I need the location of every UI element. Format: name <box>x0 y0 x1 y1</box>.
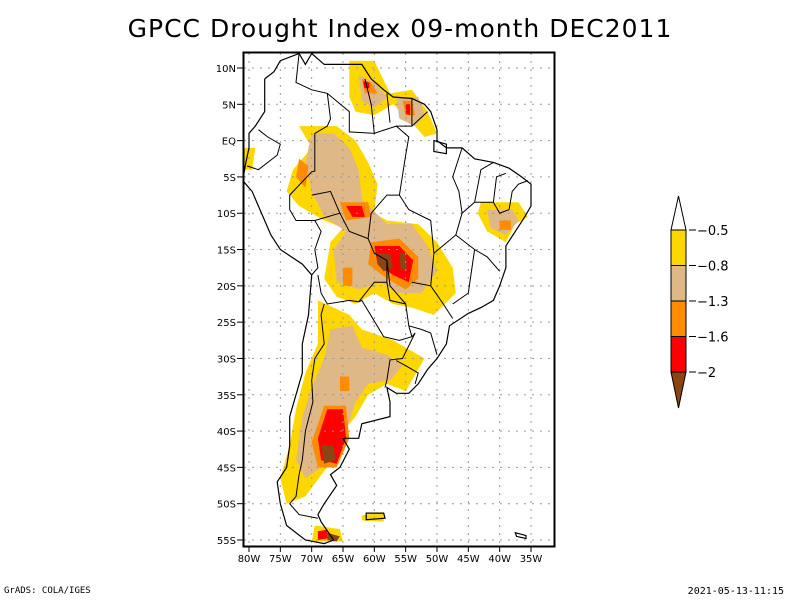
country-border <box>453 148 462 213</box>
lat-tick-label: 15S <box>217 246 236 257</box>
colorbar-label: −1.3 <box>697 295 729 310</box>
lon-tick-label: 80W <box>238 554 261 565</box>
country-border <box>475 162 494 202</box>
colorbar-label: −0.5 <box>697 224 729 239</box>
timestamp: 2021-05-13-11:15 <box>688 586 784 597</box>
lon-tick-label: 35W <box>520 554 543 565</box>
colorbar-label: −2 <box>697 366 716 381</box>
colorbar-legend: −0.5 −0.8 −1.3 −1.6 −2 <box>671 196 729 408</box>
grads-credit: GrADS: COLA/IGES <box>4 586 91 596</box>
colorbar-segment <box>671 230 686 266</box>
lon-tick-label: 75W <box>269 554 292 565</box>
colorbar-segment <box>671 337 686 373</box>
latitude-axis: 10N 5N EQ 5S 10S 15S 20S 25S 30S 35S 40S 45S 50S 55S <box>216 64 243 547</box>
lon-tick-label: 50W <box>426 554 449 565</box>
lon-tick-label: 45W <box>457 554 480 565</box>
lon-tick-label: 55W <box>394 554 417 565</box>
country-border <box>409 326 437 355</box>
country-border <box>456 235 500 271</box>
lat-tick-label: 45S <box>217 463 236 474</box>
colorbar-segment <box>671 266 686 302</box>
drought-class-area <box>343 268 352 286</box>
lon-tick-label: 65W <box>332 554 355 565</box>
drought-class-area <box>362 512 384 521</box>
lon-tick-label: 40W <box>488 554 511 565</box>
drought-class-area <box>500 221 511 230</box>
lat-tick-label: 10N <box>216 64 236 75</box>
lat-tick-label: 20S <box>217 282 236 293</box>
island-outline <box>515 533 526 539</box>
lat-tick-label: 50S <box>217 500 236 511</box>
drought-map: 10N5NEQ5S10S15S20S25S30S35S40S45S50S55S … <box>0 0 800 600</box>
lat-tick-label: 40S <box>217 427 236 438</box>
lon-tick-label: 70W <box>300 554 323 565</box>
drought-class-area <box>318 530 327 540</box>
colorbar-label: −1.6 <box>697 331 729 346</box>
colorbar-label: −0.8 <box>697 260 729 275</box>
lat-tick-label: 5S <box>223 173 236 184</box>
lon-tick-label: 60W <box>363 554 386 565</box>
country-border <box>453 250 475 305</box>
colorbar-upper-triangle <box>671 196 686 230</box>
lat-tick-label: 25S <box>217 318 236 329</box>
lat-tick-label: 10S <box>217 209 236 220</box>
colorbar-segment <box>671 301 686 337</box>
lat-tick-label: 5N <box>222 100 236 111</box>
lat-tick-label: 30S <box>217 354 236 365</box>
longitude-axis: 80W 75W 70W 65W 60W 55W 50W 45W 40W 35W <box>238 547 543 565</box>
lat-tick-label: 35S <box>217 391 236 402</box>
drought-class-area <box>340 377 349 392</box>
lat-tick-label: 55S <box>217 536 236 547</box>
lat-tick-label: EQ <box>222 137 236 148</box>
drought-class-area <box>406 104 410 115</box>
country-border <box>396 126 409 195</box>
colorbar-lower-triangle <box>671 372 686 408</box>
